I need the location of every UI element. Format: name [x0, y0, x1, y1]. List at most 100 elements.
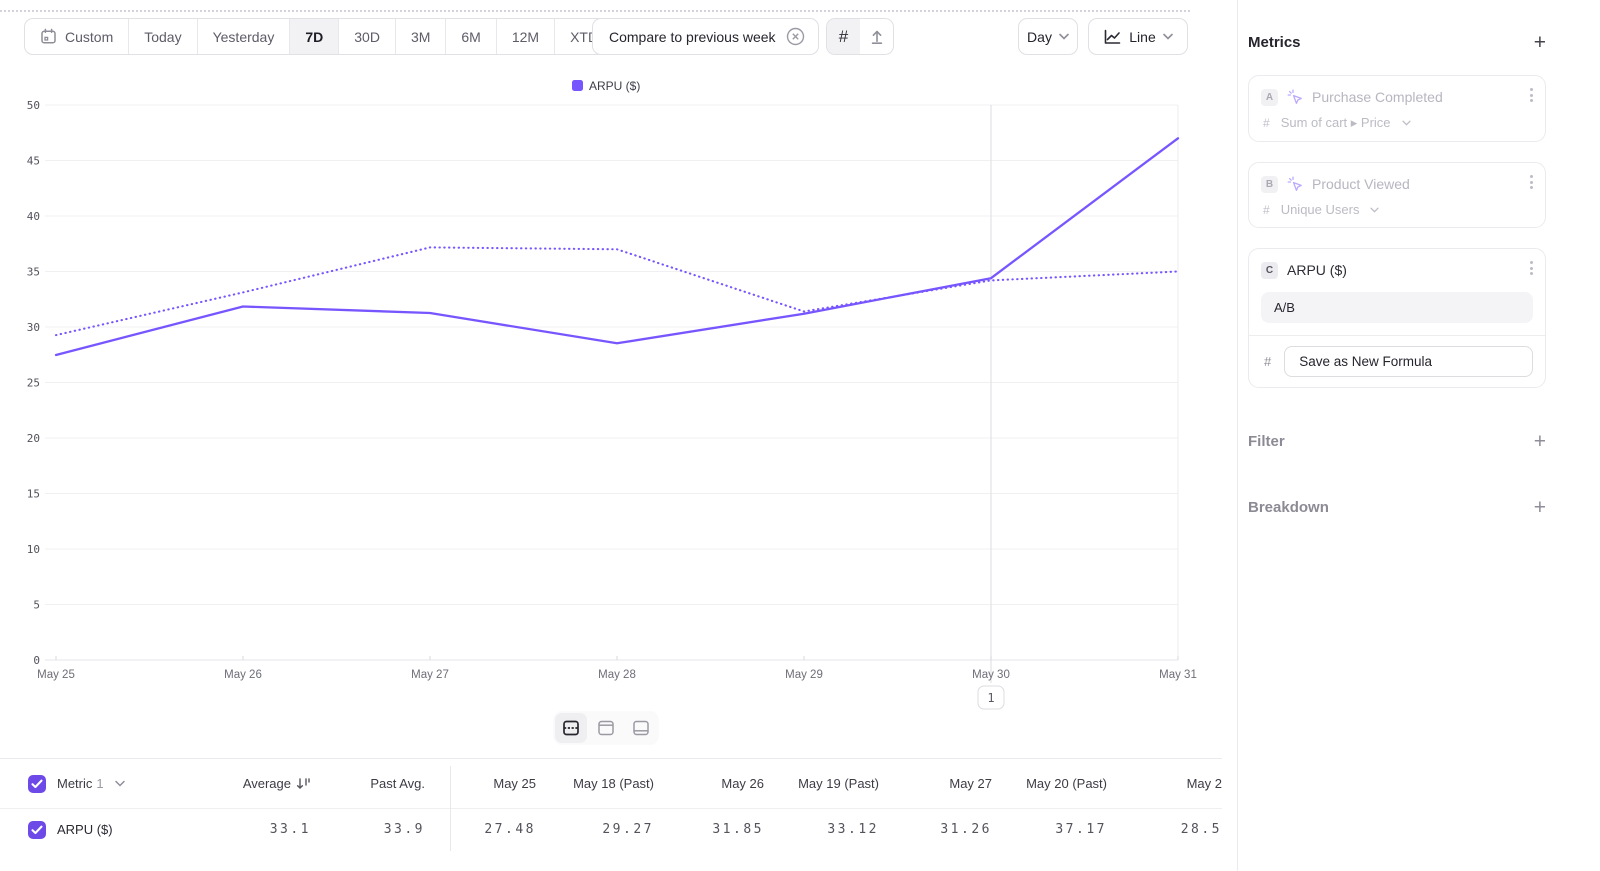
metric-badge: B: [1261, 175, 1278, 193]
chart-view-toggle[interactable]: [590, 713, 622, 743]
metric-name: ARPU ($): [1287, 262, 1347, 278]
metric-name: Purchase Completed: [1312, 89, 1443, 105]
table-view-toggle[interactable]: [625, 713, 657, 743]
metric-name: Product Viewed: [1312, 176, 1410, 192]
compare-chip[interactable]: Compare to previous week: [592, 18, 819, 55]
aggregation-row[interactable]: # Unique Users: [1261, 202, 1533, 217]
date-range-12m[interactable]: 12M: [495, 19, 554, 54]
metric-header-label: Metric 1: [57, 776, 104, 791]
svg-text:May 28: May 28: [598, 669, 636, 681]
row-checkbox[interactable]: [28, 820, 46, 839]
table-header-may-18-past-[interactable]: May 18 (Past): [573, 776, 654, 791]
aggregation-row[interactable]: # Sum of cart ▸ Price: [1261, 115, 1533, 131]
table-header-may-20-past-[interactable]: May 20 (Past): [1026, 776, 1107, 791]
svg-text:50: 50: [27, 99, 40, 112]
chevron-down-icon: [1401, 120, 1411, 126]
chart-type-dropdown[interactable]: Line: [1088, 18, 1188, 55]
breakdown-section: Breakdown +: [1248, 497, 1546, 518]
date-range-6m[interactable]: 6M: [445, 19, 495, 54]
table-header-past-avg-[interactable]: Past Avg.: [370, 776, 425, 791]
calendar-icon: [40, 28, 57, 45]
svg-text:5: 5: [33, 599, 40, 612]
chevron-down-icon: [1370, 207, 1380, 213]
breakdown-table: Metric 1 Average Past Avg. May 25 May 18 (Pa…: [0, 758, 1222, 871]
svg-text:May 31: May 31: [1159, 669, 1197, 681]
number-icon: #: [1263, 116, 1270, 130]
svg-text:25: 25: [27, 377, 40, 390]
kebab-menu-icon[interactable]: [1530, 175, 1533, 189]
chevron-down-icon: [1059, 33, 1069, 40]
table-cell: 27.48: [484, 822, 536, 837]
table-header-row: Metric 1 Average Past Avg. May 25 May 18 (Pa…: [0, 759, 1222, 808]
filter-section: Filter +: [1248, 431, 1546, 452]
event-spark-icon: [1287, 176, 1303, 192]
select-all-checkbox[interactable]: [28, 774, 46, 793]
table-cell: 33.9: [383, 822, 425, 837]
table-cell: 31.85: [712, 822, 764, 837]
add-metric-button[interactable]: +: [1533, 31, 1546, 54]
date-range-3m[interactable]: 3M: [394, 19, 445, 54]
formula-input[interactable]: A/B: [1261, 292, 1533, 323]
save-as-new-formula-button[interactable]: Save as New Formula: [1284, 346, 1533, 377]
table-header-may-25[interactable]: May 25: [493, 776, 536, 791]
number-icon: #: [1264, 354, 1272, 369]
legend-swatch: [572, 80, 583, 91]
absolute-values-toggle[interactable]: #: [827, 19, 860, 54]
table-cell: 28.5: [1180, 822, 1222, 837]
table-cell: 29.27: [602, 822, 654, 837]
table-cell: 37.17: [1055, 822, 1107, 837]
table-header-may-19-past-[interactable]: May 19 (Past): [798, 776, 879, 791]
chart-canvas: 0 5 10 15 20 25 30 35 40 45 50 May 25 May 26 May 27 Ma…: [27, 79, 1197, 710]
date-range-custom[interactable]: Custom: [25, 19, 128, 54]
date-range-30d[interactable]: 30D: [338, 19, 395, 54]
line-chart-icon: [1103, 28, 1122, 46]
kebab-menu-icon[interactable]: [1530, 261, 1533, 275]
table-cell: 33.12: [827, 822, 879, 837]
svg-text:May 29: May 29: [785, 669, 823, 681]
metric-card-c[interactable]: C ARPU ($) A/B # Save as New Formula: [1248, 248, 1546, 388]
table-cell: 33.1: [269, 822, 311, 837]
metric-card-a[interactable]: A Purchase Completed # Sum of cart ▸ Pri…: [1248, 75, 1546, 142]
chevron-down-icon: [1162, 33, 1173, 40]
metric-row-name: ARPU ($): [57, 822, 113, 837]
svg-text:0: 0: [33, 654, 40, 667]
kebab-menu-icon[interactable]: [1530, 88, 1533, 102]
date-range-7d[interactable]: 7D: [289, 19, 339, 54]
split-view-toggle[interactable]: [555, 713, 587, 743]
chart-type-label: Line: [1129, 28, 1156, 45]
svg-text:10: 10: [27, 543, 40, 556]
collapsed-panel-divider: [0, 10, 1190, 12]
metric-header-cell: Metric 1: [0, 774, 219, 793]
hash-icon: #: [838, 26, 849, 46]
granularity-label: Day: [1027, 28, 1052, 45]
table-column-divider: [450, 766, 451, 851]
query-builder-sidebar: Metrics + A Purchase Completed # Sum of …: [1237, 0, 1600, 871]
date-range-today[interactable]: Today: [128, 19, 196, 54]
time-granularity-dropdown[interactable]: Day: [1018, 18, 1078, 55]
table-header-average[interactable]: Average: [219, 776, 311, 791]
svg-text:30: 30: [27, 321, 40, 334]
table-header-may-27[interactable]: May 27: [949, 776, 992, 791]
annotation-marker-1[interactable]: 1: [977, 685, 1005, 710]
svg-text:40: 40: [27, 210, 40, 223]
svg-text:45: 45: [27, 155, 40, 168]
aggregation-label: Sum of cart ▸ Price: [1280, 115, 1391, 130]
metric-row-cell: ARPU ($): [0, 820, 219, 839]
table-header-may-2[interactable]: May 2: [1186, 776, 1222, 791]
event-spark-icon: [1287, 89, 1303, 105]
metric-badge: A: [1261, 88, 1278, 106]
table-header-may-26[interactable]: May 26: [721, 776, 764, 791]
add-breakdown-button[interactable]: +: [1533, 496, 1546, 519]
metric-card-b[interactable]: B Product Viewed # Unique Users: [1248, 162, 1546, 228]
svg-text:May 25: May 25: [37, 669, 75, 681]
svg-text:35: 35: [27, 266, 40, 279]
remove-compare-icon[interactable]: [786, 27, 805, 46]
svg-text:20: 20: [27, 432, 40, 445]
number-icon: #: [1263, 202, 1270, 217]
chevron-down-icon[interactable]: [114, 780, 125, 787]
add-filter-button[interactable]: +: [1533, 430, 1546, 453]
lift-values-toggle[interactable]: [860, 19, 893, 54]
filter-title: Filter: [1248, 433, 1285, 450]
chart-toolbar: Custom Today Yesterday 7D 30D 3M 6M 12M XTD Comp…: [0, 0, 1222, 62]
date-range-yesterday[interactable]: Yesterday: [196, 19, 290, 54]
